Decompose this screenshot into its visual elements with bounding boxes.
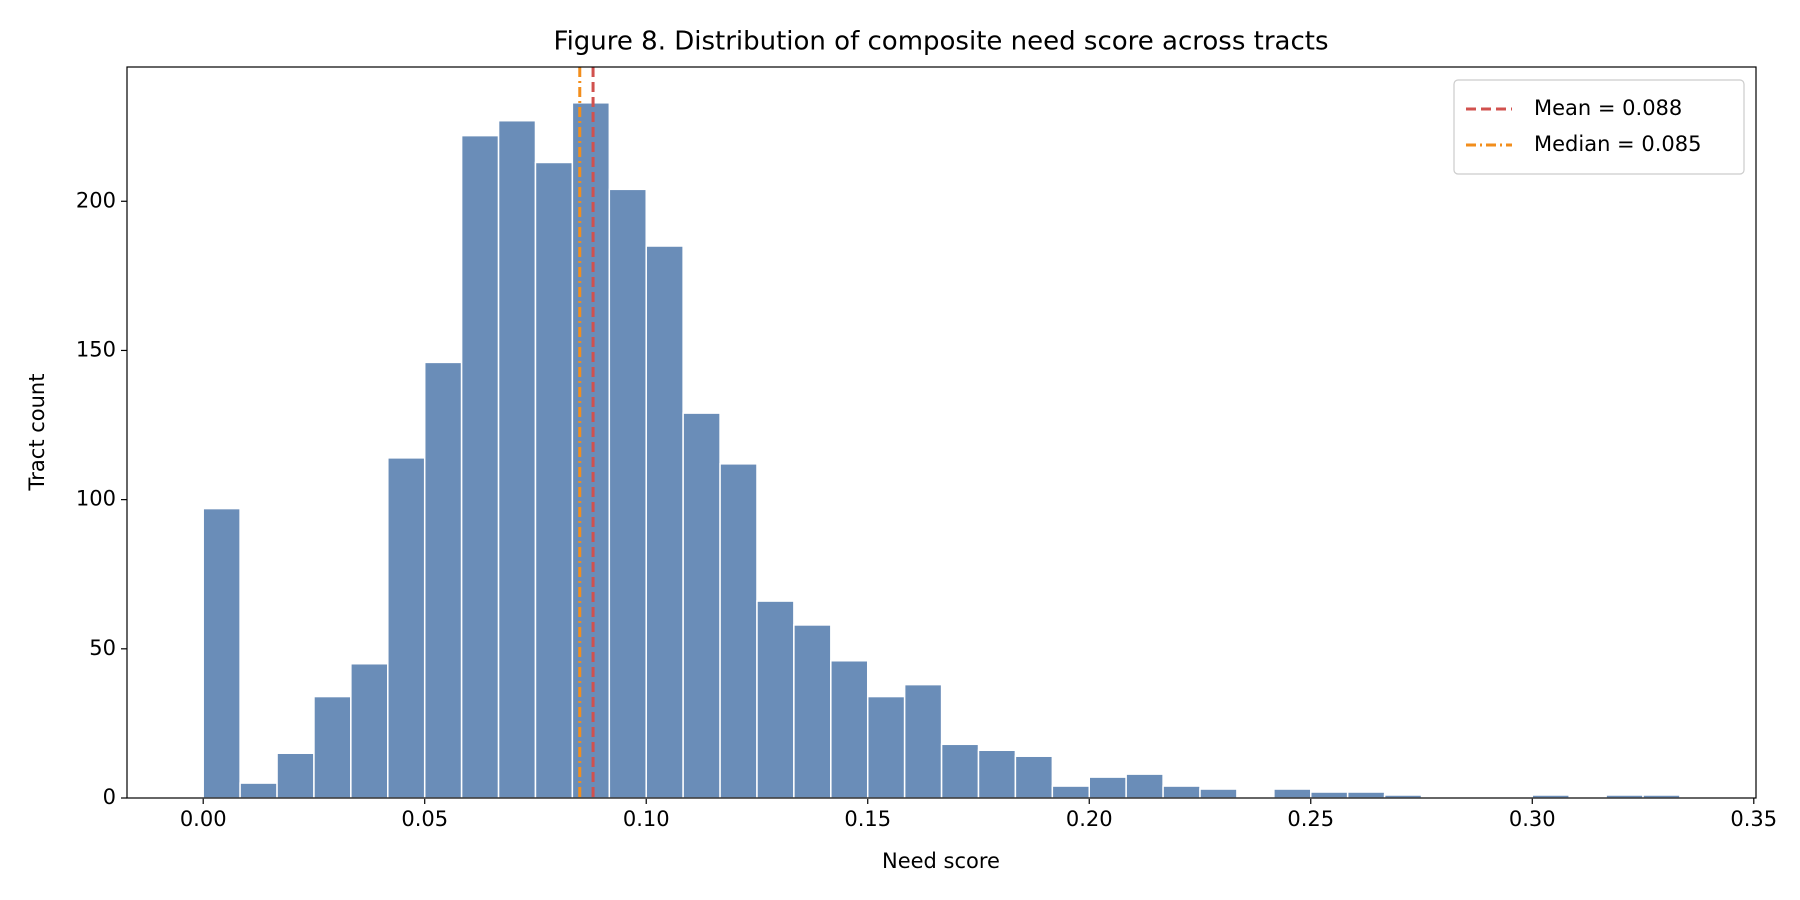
bar (202, 507, 241, 799)
legend-label: Median = 0.085 (1534, 132, 1701, 156)
x-tick-label: 0.15 (844, 807, 891, 831)
bar (387, 457, 426, 799)
bar (866, 695, 906, 799)
y-tick-label: 50 (89, 636, 116, 660)
bar (830, 660, 869, 799)
bar (1051, 785, 1090, 799)
bar (1088, 776, 1127, 799)
x-tick-label: 0.05 (401, 807, 448, 831)
y-axis-label: Tract count (25, 374, 49, 492)
bar (793, 624, 832, 799)
bar (1014, 755, 1054, 799)
bar (608, 188, 647, 799)
bar (497, 119, 537, 799)
bar (1162, 785, 1201, 799)
bar (940, 743, 980, 799)
bar (682, 412, 721, 799)
y-tick-label: 0 (103, 785, 116, 809)
x-tick-label: 0.00 (180, 807, 227, 831)
plot-frame (126, 66, 1757, 799)
bar (276, 752, 315, 799)
y-tick-label: 150 (76, 337, 116, 361)
x-axis-label: Need score (882, 849, 1000, 873)
legend-label: Mean = 0.088 (1534, 96, 1682, 120)
chart-title: Figure 8. Distribution of composite need… (554, 27, 1329, 57)
x-tick-label: 0.30 (1509, 807, 1556, 831)
legend-box (1453, 79, 1745, 175)
bar (460, 134, 500, 799)
bar (756, 600, 795, 799)
bar (1346, 791, 1386, 799)
bar (1310, 791, 1349, 799)
bar (534, 161, 574, 799)
bar (350, 662, 389, 799)
bar (903, 683, 943, 799)
y-tick-label: 200 (76, 188, 116, 212)
bar (313, 695, 352, 799)
x-tick-label: 0.20 (1066, 807, 1113, 831)
bar (719, 463, 758, 799)
bar (423, 361, 463, 799)
bar (977, 749, 1017, 799)
bar (645, 245, 684, 799)
x-tick-label: 0.35 (1730, 807, 1777, 831)
y-tick-label: 100 (76, 487, 116, 511)
bar (1199, 788, 1238, 799)
bar (571, 102, 611, 799)
x-tick-label: 0.25 (1287, 807, 1334, 831)
bar (1273, 788, 1312, 799)
bar (239, 782, 278, 799)
bar (1125, 773, 1164, 799)
x-tick-label: 0.10 (623, 807, 670, 831)
